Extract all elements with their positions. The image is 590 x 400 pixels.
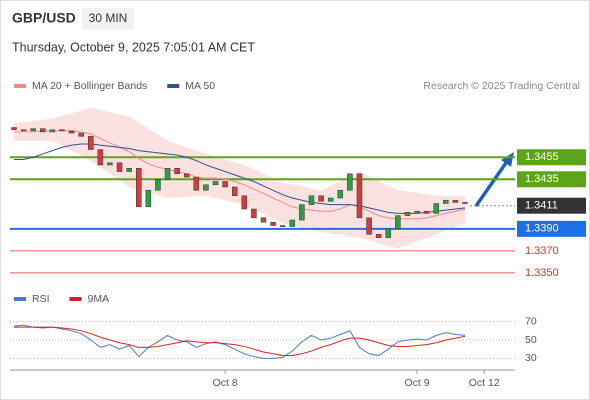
level-label: 1.3370: [525, 245, 559, 257]
arrow-head: [501, 152, 514, 167]
ma20-line: [14, 130, 466, 220]
candle: [260, 217, 267, 223]
level-label: 1.3455: [525, 151, 559, 163]
rsi-tick-label: 70: [525, 315, 537, 327]
candle: [270, 221, 276, 226]
candle: [20, 129, 27, 132]
legend-label: 9MA: [88, 293, 110, 305]
candle: [375, 234, 382, 238]
candle: [164, 168, 171, 180]
level-label: 1.3435: [525, 173, 559, 185]
level-label: 1.3411: [525, 200, 558, 212]
candle: [327, 197, 334, 202]
x-tick-label: Oct 8: [213, 377, 238, 389]
candle: [231, 186, 238, 197]
candle: [385, 228, 391, 238]
rsi-tick-label: 50: [525, 334, 537, 346]
legend-swatch: [167, 84, 180, 88]
x-tick-label: Oct 9: [404, 377, 429, 389]
rsi-ma-line: [14, 326, 466, 357]
legend-label: RSI: [32, 293, 50, 305]
candle: [423, 210, 430, 214]
candle: [251, 208, 257, 219]
candle: [68, 130, 75, 134]
candle: [289, 219, 296, 227]
legend-swatch: [69, 297, 82, 301]
legend-label: MA 50: [185, 80, 215, 92]
timeframe: 30 MIN: [89, 11, 128, 25]
candle: [404, 212, 411, 216]
candle: [337, 190, 344, 199]
candle: [279, 225, 286, 227]
legend-label: MA 20 + Bollinger Bands: [32, 80, 147, 92]
candle: [97, 149, 104, 166]
candle: [88, 136, 94, 150]
candle: [347, 173, 353, 191]
candle: [443, 199, 449, 204]
candle: [433, 203, 439, 214]
level-box: [517, 171, 586, 188]
candle: [174, 168, 180, 175]
candle: [107, 162, 113, 166]
candle: [414, 210, 420, 213]
candle: [193, 176, 200, 191]
candle: [11, 127, 17, 130]
rsi-line: [13, 324, 466, 359]
candle: [366, 217, 372, 235]
candle: [136, 168, 142, 208]
candle: [452, 199, 459, 203]
level-box: [517, 197, 586, 214]
level-label: 1.3350: [525, 267, 559, 279]
candle: [126, 168, 132, 172]
candle: [395, 215, 401, 230]
level-label: 1.3390: [525, 223, 559, 235]
candle: [356, 173, 363, 219]
candle: [241, 195, 248, 210]
legend-swatch: [14, 297, 26, 301]
level-box: [517, 149, 586, 166]
candle: [203, 184, 209, 191]
credit: Research © 2025 Trading Central: [423, 80, 580, 92]
candle: [318, 195, 324, 202]
candle: [212, 181, 219, 186]
candle: [222, 181, 228, 188]
candle: [30, 128, 36, 132]
legend-swatch: [14, 84, 26, 88]
candle: [78, 132, 84, 137]
bollinger-band: [14, 107, 466, 249]
timeframe-tab: [82, 8, 134, 30]
date: Thursday, October 9, 2025 7:05:01 AM CET: [12, 40, 255, 54]
x-tick-label: Oct 12: [469, 377, 500, 389]
candle: [59, 129, 65, 132]
candle: [116, 162, 123, 172]
candle: [49, 129, 56, 133]
candle: [183, 173, 190, 178]
rsi-tick-label: 30: [525, 352, 537, 364]
candle: [462, 202, 468, 204]
candle: [299, 204, 305, 221]
candle: [40, 128, 46, 133]
candle: [308, 195, 315, 205]
symbol: GBP/USD: [12, 10, 76, 26]
candle: [145, 190, 152, 208]
candle: [155, 179, 161, 191]
arrow: [474, 159, 510, 207]
level-box: [517, 220, 586, 237]
